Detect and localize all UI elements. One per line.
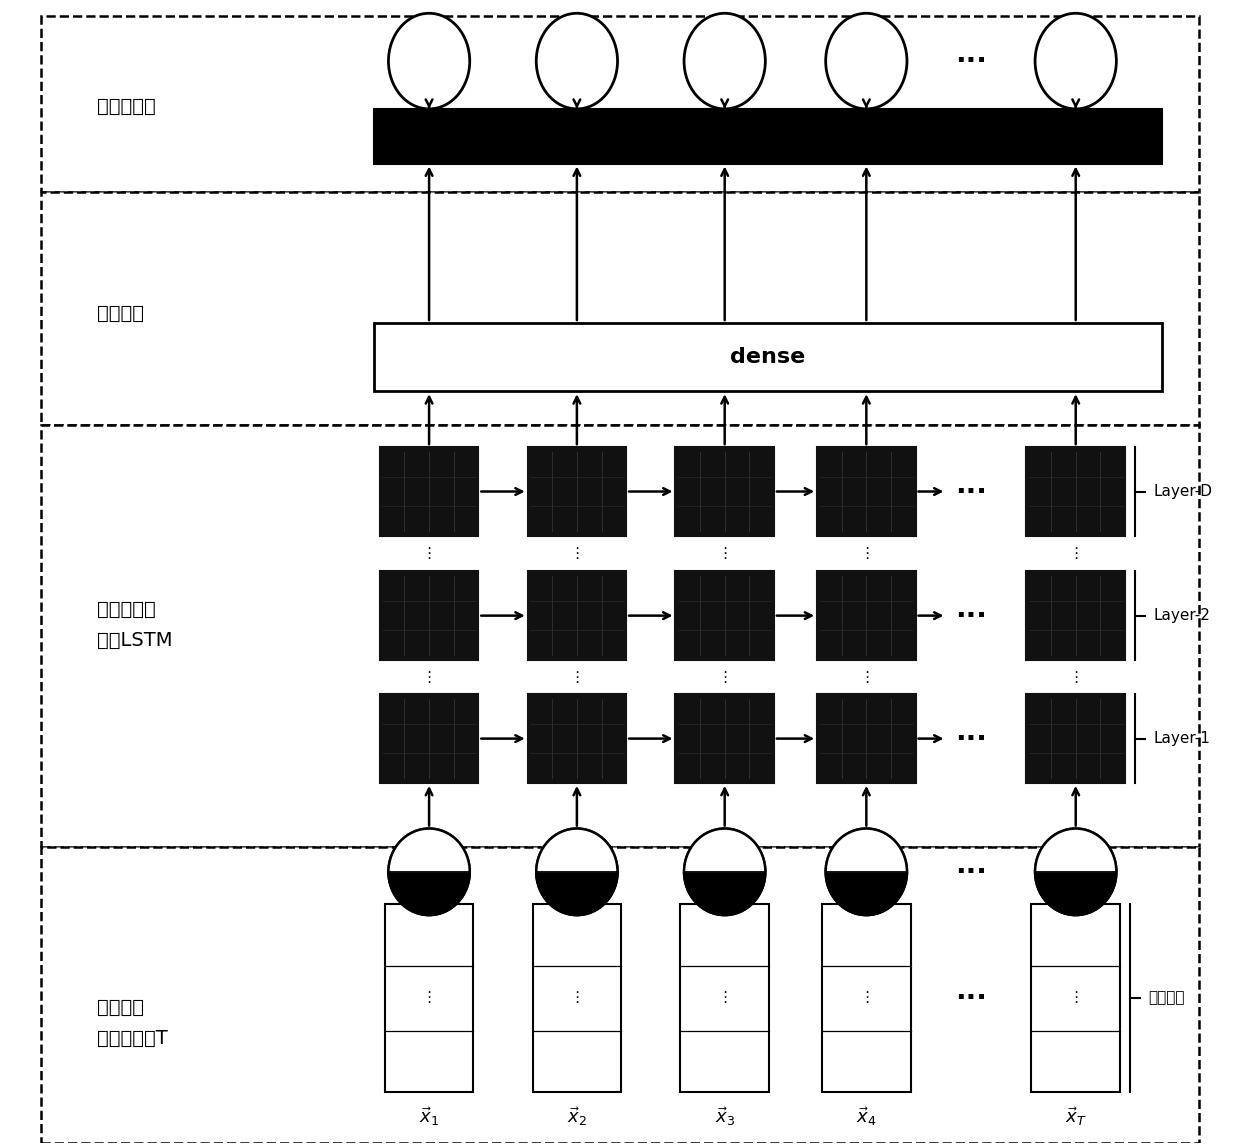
Bar [373,109,1162,164]
Text: ⋮: ⋮ [859,990,874,1005]
Text: ⋮: ⋮ [1068,990,1084,1005]
Text: 特征提取层
多层LSTM: 特征提取层 多层LSTM [97,600,172,649]
Bar [528,571,626,660]
Bar [373,323,1162,391]
Bar [379,447,479,536]
Bar [379,694,479,783]
Text: 数据输入
序列长度为T: 数据输入 序列长度为T [97,998,167,1048]
Bar [384,904,474,1092]
Bar [817,694,915,783]
Polygon shape [1035,872,1116,915]
Text: ···: ··· [955,858,987,885]
Ellipse shape [1035,828,1116,915]
Ellipse shape [536,14,618,109]
Text: Layer-D: Layer-D [1153,484,1213,499]
Text: ⋮: ⋮ [717,546,733,561]
Text: ···: ··· [955,725,987,752]
Bar [528,694,626,783]
Text: ⋮: ⋮ [569,546,584,561]
Text: ⋮: ⋮ [422,670,436,685]
Text: ···: ··· [955,984,987,1012]
Polygon shape [536,872,618,915]
Bar [822,904,910,1092]
Bar [532,904,621,1092]
Text: ···: ··· [955,602,987,630]
FancyBboxPatch shape [41,16,1199,192]
Bar [817,447,915,536]
Polygon shape [684,872,765,915]
Text: ⋮: ⋮ [569,670,584,685]
Text: $\vec{x}_3$: $\vec{x}_3$ [714,1106,735,1128]
Polygon shape [388,872,470,915]
Bar [528,447,626,536]
Bar [379,571,479,660]
Ellipse shape [826,14,906,109]
Ellipse shape [388,14,470,109]
Bar [681,904,769,1092]
Polygon shape [684,828,765,872]
Polygon shape [826,828,906,872]
Ellipse shape [1035,14,1116,109]
Text: ⋮: ⋮ [859,546,874,561]
Bar [676,571,774,660]
FancyBboxPatch shape [41,846,1199,1142]
Ellipse shape [684,14,765,109]
Text: ⋮: ⋮ [422,546,436,561]
Text: 特征维度: 特征维度 [1148,990,1185,1005]
Text: ⋮: ⋮ [569,990,584,1005]
Text: $\vec{x}_4$: $\vec{x}_4$ [856,1106,877,1128]
Text: ···: ··· [955,477,987,506]
Bar [1032,904,1120,1092]
Text: dense: dense [730,348,806,367]
Polygon shape [536,828,618,872]
Text: ⋮: ⋮ [422,990,436,1005]
Text: 全连接层: 全连接层 [97,304,144,323]
Bar [676,694,774,783]
FancyBboxPatch shape [41,192,1199,426]
Text: $\vec{x}_1$: $\vec{x}_1$ [419,1106,439,1128]
Ellipse shape [388,828,470,915]
Ellipse shape [684,828,765,915]
Text: ⋮: ⋮ [1068,546,1084,561]
Bar [1027,694,1125,783]
Text: Layer-2: Layer-2 [1153,608,1210,623]
Bar [676,447,774,536]
Polygon shape [388,828,470,872]
Text: 故障诊断层: 故障诊断层 [97,97,155,116]
Bar [817,571,915,660]
Bar [1027,571,1125,660]
Text: ⋮: ⋮ [717,670,733,685]
Text: Layer-1: Layer-1 [1153,731,1210,746]
Text: ⋮: ⋮ [717,990,733,1005]
Text: ···: ··· [955,47,987,75]
FancyBboxPatch shape [41,426,1199,846]
Text: $\vec{x}_T$: $\vec{x}_T$ [1065,1106,1086,1128]
Text: ⋮: ⋮ [859,670,874,685]
Ellipse shape [826,828,906,915]
Text: ⋮: ⋮ [1068,670,1084,685]
Polygon shape [826,872,906,915]
Polygon shape [1035,828,1116,872]
Bar [1027,447,1125,536]
Text: $\vec{x}_2$: $\vec{x}_2$ [567,1106,587,1128]
Ellipse shape [536,828,618,915]
